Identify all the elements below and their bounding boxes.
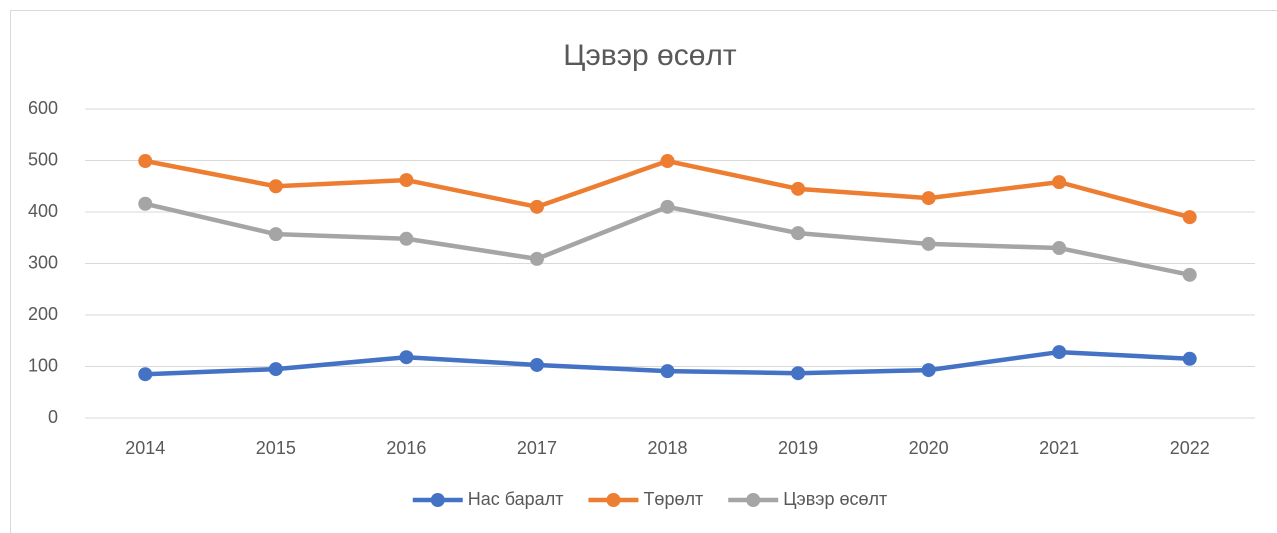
data-point xyxy=(529,357,544,372)
x-tick-label: 2021 xyxy=(1039,438,1079,458)
legend-label: Төрөлт xyxy=(643,489,703,509)
chart-frame xyxy=(10,10,1277,533)
data-point xyxy=(1052,175,1067,190)
legend-marker xyxy=(606,493,621,507)
legend-label: Цэвэр өсөлт xyxy=(783,489,887,509)
x-tick-label: 2014 xyxy=(125,438,165,458)
data-point xyxy=(138,196,153,211)
y-tick-label: 300 xyxy=(28,252,58,272)
data-point xyxy=(1182,351,1197,366)
data-point xyxy=(660,199,675,214)
legend-marker xyxy=(746,493,761,507)
x-tick-label: 2015 xyxy=(256,438,296,458)
legend-item: Төрөлт xyxy=(588,489,703,509)
y-tick-label: 600 xyxy=(28,98,58,118)
x-tick-label: 2018 xyxy=(647,438,687,458)
data-point xyxy=(921,236,936,251)
data-point xyxy=(399,173,414,188)
legend-item: Цэвэр өсөлт xyxy=(728,489,887,509)
x-tick-label: 2019 xyxy=(778,438,818,458)
data-point xyxy=(791,366,806,381)
chart-title: Цэвэр өсөлт xyxy=(563,39,737,72)
y-tick-label: 0 xyxy=(48,407,58,427)
data-point xyxy=(138,367,153,382)
data-point xyxy=(529,251,544,266)
data-point xyxy=(138,154,153,169)
x-tick-label: 2016 xyxy=(386,438,426,458)
data-point xyxy=(660,154,675,169)
data-point xyxy=(268,227,283,242)
data-point xyxy=(791,181,806,196)
data-point xyxy=(1052,241,1067,256)
data-point xyxy=(399,350,414,365)
x-tick-label: 2017 xyxy=(517,438,557,458)
y-tick-label: 400 xyxy=(28,201,58,221)
legend-item: Нас баралт xyxy=(412,489,564,509)
data-point xyxy=(921,363,936,378)
data-point xyxy=(791,226,806,241)
data-point xyxy=(399,231,414,246)
data-point xyxy=(1182,267,1197,282)
data-point xyxy=(268,362,283,377)
data-point xyxy=(1182,210,1197,225)
y-tick-label: 200 xyxy=(28,304,58,324)
x-tick-label: 2020 xyxy=(909,438,949,458)
x-tick-label: 2022 xyxy=(1170,438,1210,458)
data-point xyxy=(660,364,675,379)
legend-label: Нас баралт xyxy=(468,489,564,509)
legend-marker xyxy=(430,493,445,507)
y-tick-label: 500 xyxy=(28,149,58,169)
data-point xyxy=(1052,345,1067,360)
data-point xyxy=(921,191,936,206)
y-tick-label: 100 xyxy=(28,355,58,375)
data-point xyxy=(268,179,283,194)
data-point xyxy=(529,199,544,214)
